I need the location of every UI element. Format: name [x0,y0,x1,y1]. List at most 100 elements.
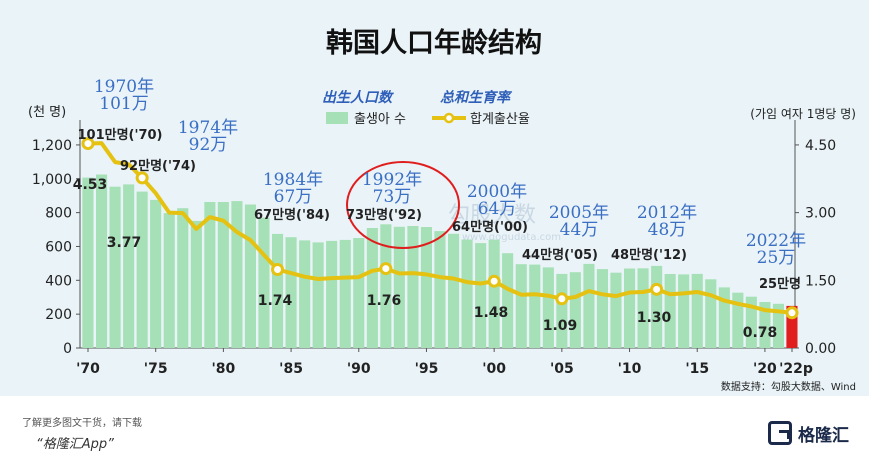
x-tick-label: '70 [76,361,100,377]
y-right-tick-label: 3.00 [805,206,836,222]
x-tick-label: '90 [347,361,371,377]
legend-line-marker [443,112,455,124]
y-left-tick-label: 1,200 [32,138,72,154]
fertility-label-1984: 1.74 [258,293,293,309]
legend-bar-label: 출생아 수 [354,112,406,127]
bar-1978 [190,220,202,348]
bar-1981 [231,201,243,348]
cn-year-label-1970: 1970年 [94,77,154,97]
fertility-label-2022: 0.78 [743,325,778,341]
watermark-url: www.gogudata.com [462,232,561,243]
y-right-tick-label: 1.50 [805,273,836,289]
cn-year-label-1984: 1984年 [263,170,323,190]
bar-2004 [542,267,554,348]
bar-2006 [569,272,581,348]
cn-count-label-2012: 48万 [648,220,687,240]
fertility-label-1992: 1.76 [367,293,402,309]
annotations: 4.53 3.77 1.74 1.76 1.48 1.09 1.30 0.78 101만명('7… [73,77,806,341]
cn-year-label-1992: 1992年 [362,170,422,190]
watermark: 勾股大数 www.gogudata.com [448,203,561,243]
x-tick-label: '10 [618,361,642,377]
logo-icon [768,421,792,445]
birth-label-1992: 73만명('92) [346,207,422,223]
y-right-tick-label: 4.50 [805,138,836,154]
chart-title: 韩国人口年龄结构 [326,27,542,59]
x-tick-label: '15 [685,361,709,377]
bar-1999 [475,243,487,348]
bar-2015 [691,273,703,348]
highlight-ellipse [346,161,460,249]
bar-1979 [204,202,216,348]
x-tick-label: '80 [211,361,235,377]
bar-2011 [637,268,649,348]
bar-1993 [393,226,405,348]
bar-2019 [745,296,757,348]
bar-2022 [786,305,798,348]
cn-year-label-2005: 2005年 [549,203,609,223]
bar-2002 [515,264,527,348]
bar-1982 [244,204,256,348]
bar-1972 [109,186,121,348]
birth-label-1984: 67만명('84) [254,207,330,223]
cn-count-label-2022: 25万 [757,248,796,268]
bar-1974 [136,191,148,348]
bar-2012 [651,265,663,348]
fertility-label-2005: 1.09 [543,318,578,334]
x-tick-label: '85 [279,361,303,377]
bar-1992 [380,224,392,348]
bar-1985 [285,237,297,348]
bar-2020 [759,302,771,348]
bar-1990 [353,238,365,348]
fertility-point-2005 [555,292,569,306]
cn-year-label-2000: 2000年 [467,182,527,202]
bar-2003 [529,264,541,348]
bar-1971 [96,174,108,348]
fertility-label-1974: 3.77 [107,235,142,251]
fertility-line [86,141,794,315]
x-tick-label: '75 [144,361,168,377]
y-right-tick-label: 0.00 [805,341,836,357]
bar-2001 [502,253,514,348]
logo-text: 格隆汇 [798,425,849,446]
bar-1976 [163,213,175,348]
bar-2000 [488,239,500,348]
bar-series [82,174,798,348]
y-right-axis: 0.00 1.50 3.00 4.50 [795,138,836,357]
highlight-1992-ring [346,161,460,249]
fertility-label-2000: 1.48 [474,305,509,321]
legend-line-label: 합계출산율 [470,112,530,127]
bar-1988 [326,240,338,348]
source-note: 数据支持：勾股大数据、Wind [721,380,856,393]
fertility-label-1970: 4.53 [73,177,108,193]
x-tick-label: '00 [482,361,506,377]
bar-1973 [123,184,135,348]
fertility-point-1984 [271,262,285,276]
bar-2008 [596,269,608,348]
cn-count-label-2000: 64万 [478,199,517,219]
cn-year-label-2022: 2022年 [746,231,806,251]
bar-1983 [258,217,270,348]
y-left-label: (천 명) [28,105,66,120]
bar-2018 [732,292,744,348]
cn-count-label-1970: 101万 [99,94,148,114]
birth-label-2000: 64만명('00) [452,219,528,235]
brand-logo: 格隆汇 [768,418,849,448]
bar-1997 [448,233,460,348]
bar-1986 [299,240,311,348]
bar-2021 [772,303,784,348]
birth-label-2012: 48만명('12) [611,247,687,263]
bar-1998 [461,239,473,348]
bar-1996 [434,231,446,348]
y-left-tick-label: 0 [63,341,72,357]
bar-1970 [82,177,94,348]
fertility-label-2012: 1.30 [637,310,672,326]
bar-2016 [705,279,717,348]
birth-label-2022: 25만명 [759,276,801,292]
cn-year-label-1974: 1974年 [178,118,238,138]
birth-label-1970: 101만명('70) [77,127,162,143]
birth-label-2005: 44만명('05) [522,247,598,263]
bar-1975 [150,199,162,348]
bar-2013 [664,274,676,348]
y-left-tick-label: 600 [45,239,72,255]
bar-1977 [177,208,189,348]
